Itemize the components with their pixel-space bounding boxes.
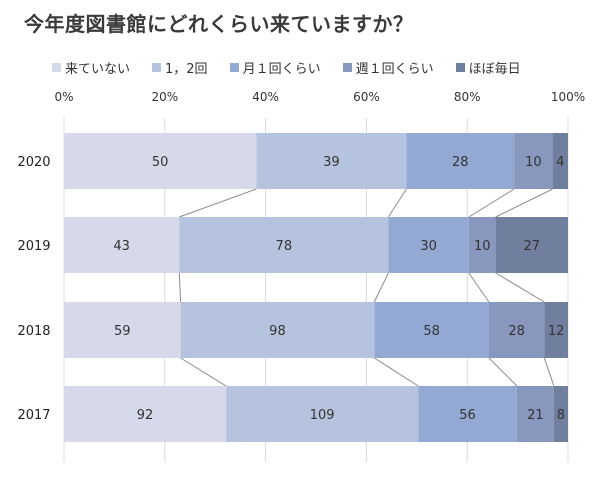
legend-label: 1，2回 xyxy=(165,62,208,77)
bar-segment xyxy=(468,217,496,273)
data-label: 59 xyxy=(114,324,131,339)
data-label: 58 xyxy=(423,324,440,339)
series-connector-line xyxy=(178,272,182,303)
bar-segment xyxy=(552,133,568,189)
series-connector-line xyxy=(543,357,555,387)
bar-segment xyxy=(388,217,469,273)
bar-segment xyxy=(64,217,180,273)
data-label: 50 xyxy=(152,155,169,170)
category-label: 2020 xyxy=(17,155,50,170)
bar-segment xyxy=(64,386,227,442)
series-connector-line xyxy=(495,272,545,303)
data-label: 27 xyxy=(524,239,541,254)
bar-segment xyxy=(374,302,489,358)
series-connector-line xyxy=(468,272,490,303)
legend-item: 週１回くらい xyxy=(342,58,434,77)
data-label: 78 xyxy=(276,239,293,254)
x-tick-label: 40% xyxy=(252,90,279,104)
bar-segment xyxy=(180,302,375,358)
data-label: 109 xyxy=(310,408,335,423)
bar-segment xyxy=(544,302,568,358)
data-label: 28 xyxy=(452,155,469,170)
legend-swatch-almost-daily xyxy=(455,63,465,72)
legend-swatch-monthly xyxy=(229,63,239,72)
series-connector-line xyxy=(387,188,407,218)
data-label: 39 xyxy=(323,155,340,170)
legend-item: 月１回くらい xyxy=(229,58,321,77)
data-label: 4 xyxy=(556,155,564,170)
bar-segment xyxy=(514,133,553,189)
bar-segment xyxy=(488,302,545,358)
data-label: 98 xyxy=(269,324,286,339)
series-connector-line xyxy=(468,188,515,218)
category-label: 2019 xyxy=(17,239,50,254)
data-label: 12 xyxy=(548,324,565,339)
legend-swatch-1-2-times xyxy=(152,63,162,72)
bar-segment xyxy=(418,386,517,442)
series-connector-line xyxy=(373,272,389,303)
bar-segment xyxy=(179,217,389,273)
series-connector-line xyxy=(180,357,227,387)
chart-title: 今年度図書館にどれくらい来ていますか？ xyxy=(24,12,414,36)
data-label: 30 xyxy=(420,239,437,254)
category-label: 2018 xyxy=(17,324,50,339)
legend-label: 週１回くらい xyxy=(355,62,434,77)
legend-label: ほぼ毎日 xyxy=(468,62,521,77)
legend-label: 月１回くらい xyxy=(242,62,321,77)
bar-segment xyxy=(226,386,419,442)
legend-swatch-not-coming xyxy=(52,63,61,72)
data-label: 92 xyxy=(137,408,154,423)
legend-label: 来ていない xyxy=(65,62,131,77)
x-tick-label: 80% xyxy=(454,90,481,104)
bar-segment xyxy=(64,133,257,189)
legend: 来ていない 1，2回 月１回くらい 週１回くらい ほぼ毎日 xyxy=(52,58,521,77)
bar-segment xyxy=(495,217,568,273)
bar-segment xyxy=(64,302,181,358)
data-label: 21 xyxy=(527,408,544,423)
legend-item: 来ていない xyxy=(52,58,130,77)
bar-segment xyxy=(406,133,515,189)
series-connector-line xyxy=(488,357,518,387)
legend-item: 1，2回 xyxy=(152,58,208,77)
data-label: 28 xyxy=(508,324,525,339)
x-tick-label: 0% xyxy=(54,90,73,104)
x-tick-label: 20% xyxy=(151,90,178,104)
data-label: 56 xyxy=(459,408,476,423)
series-connector-line xyxy=(495,188,553,218)
data-label: 8 xyxy=(557,408,565,423)
data-label: 43 xyxy=(113,239,130,254)
bar-segment xyxy=(553,386,568,442)
bar-segment xyxy=(256,133,407,189)
bar-segment xyxy=(516,386,554,442)
x-tick-label: 60% xyxy=(353,90,380,104)
data-label: 10 xyxy=(525,155,542,170)
series-connector-line xyxy=(179,188,257,218)
legend-item: ほぼ毎日 xyxy=(455,58,521,77)
data-label: 10 xyxy=(474,239,491,254)
category-label: 2017 xyxy=(17,408,50,423)
x-tick-label: 100% xyxy=(551,90,585,104)
series-connector-line xyxy=(374,357,419,387)
legend-swatch-weekly xyxy=(342,63,352,72)
